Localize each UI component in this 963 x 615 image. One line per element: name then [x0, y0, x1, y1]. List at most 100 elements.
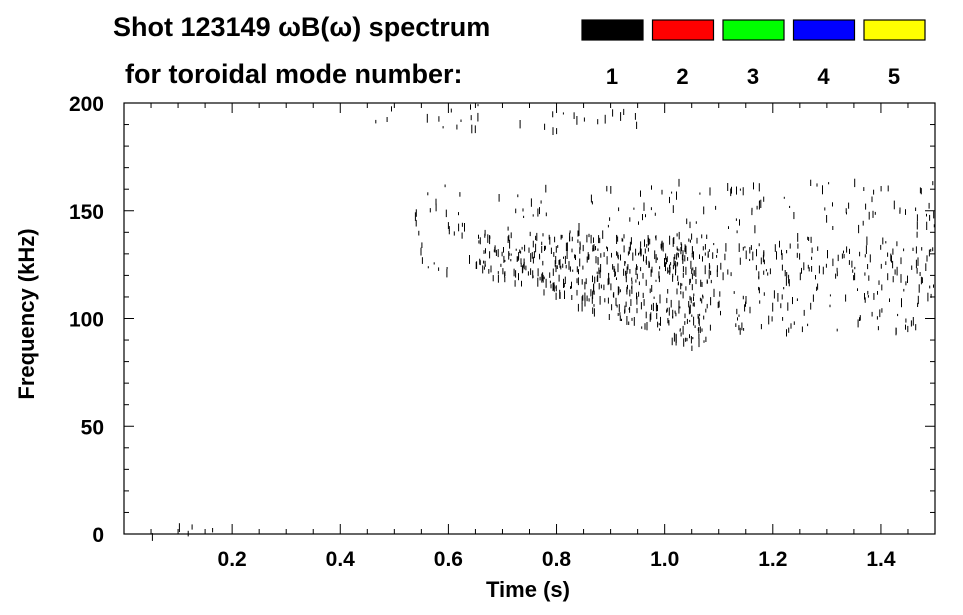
spectrum-mark: [490, 265, 492, 273]
spectrum-mark: [624, 305, 626, 313]
spectrum-mark: [542, 260, 544, 266]
x-tick-label: 1.0: [650, 548, 679, 571]
spectrum-mark: [479, 237, 481, 245]
spectrum-mark: [933, 284, 934, 288]
spectrum-mark: [880, 186, 882, 192]
spectrum-mark: [617, 236, 619, 242]
spectrum-mark: [896, 266, 898, 276]
spectrum-mark: [673, 332, 675, 342]
spectrum-mark: [583, 117, 585, 122]
spectrum-mark: [504, 259, 506, 262]
spectrum-mark: [520, 258, 522, 264]
spectrum-mark: [681, 243, 683, 252]
spectrum-mark: [773, 290, 775, 299]
spectrum-mark: [566, 250, 568, 259]
spectrum-mark: [915, 246, 917, 254]
spectrum-mark: [636, 264, 637, 270]
spectrum-mark: [541, 246, 543, 253]
spectrum-mark: [656, 257, 658, 261]
x-tick-label: 0.2: [218, 548, 247, 571]
spectrum-mark: [677, 248, 679, 251]
spectrum-mark: [921, 247, 923, 251]
spectrum-mark: [530, 253, 532, 262]
spectrum-mark: [756, 249, 757, 257]
spectrum-mark: [674, 262, 676, 266]
x-tick-label: 1.2: [758, 548, 787, 571]
spectrum-mark: [929, 214, 931, 221]
spectrum-mark: [654, 212, 656, 216]
spectrum-mark: [808, 267, 810, 272]
spectrum-mark: [868, 211, 870, 220]
spectrum-mark: [689, 221, 691, 229]
spectrum-mark: [679, 328, 681, 331]
spectrum-mark: [616, 235, 618, 244]
spectrum-mark: [863, 187, 865, 191]
spectrum-mark: [693, 293, 695, 297]
spectrum-mark: [625, 273, 627, 279]
spectrum-mark: [555, 246, 557, 253]
spectrum-mark: [857, 319, 859, 328]
spectrum-mark: [493, 249, 495, 253]
spectrum-mark: [852, 269, 854, 273]
spectrum-mark: [827, 250, 828, 259]
spectrum-mark: [610, 283, 612, 291]
spectrum-mark: [682, 258, 684, 262]
spectrum-mark: [703, 315, 705, 320]
spectrum-mark: [666, 297, 668, 304]
spectrum-mark: [688, 301, 690, 308]
spectrum-mark: [566, 242, 568, 251]
spectrum-mark: [151, 533, 153, 541]
spectrum-mark: [789, 205, 791, 208]
spectrum-mark: [638, 221, 639, 225]
spectrum-mark: [733, 291, 735, 294]
spectrum-mark: [801, 326, 803, 333]
spectrum-mark: [871, 196, 873, 203]
spectrum-mark: [627, 264, 629, 270]
spectrum-mark: [684, 313, 686, 319]
spectrum-mark: [563, 256, 564, 259]
spectrum-mark: [783, 196, 785, 199]
spectrum-mark: [837, 254, 839, 262]
spectrum-mark: [679, 306, 681, 309]
spectrum-mark: [559, 292, 561, 299]
spectrum-mark: [446, 267, 448, 270]
spectrum-mark: [529, 231, 531, 237]
spectrum-mark: [588, 298, 590, 302]
spectrum-mark: [507, 236, 509, 243]
spectrum-mark: [876, 316, 878, 320]
spectrum-mark: [539, 207, 540, 215]
legend-swatch: [722, 19, 785, 41]
y-tick-label: 100: [69, 309, 104, 332]
spectrum-mark: [483, 250, 485, 254]
spectrum-mark: [629, 217, 631, 222]
spectrum-mark: [668, 270, 670, 273]
spectrum-mark: [682, 266, 684, 272]
spectrum-mark: [593, 244, 595, 252]
spectrum-mark: [767, 272, 769, 276]
spectrum-mark: [745, 301, 746, 307]
spectrum-mark: [607, 224, 609, 228]
spectrum-mark: [525, 265, 527, 271]
spectrum-mark: [554, 236, 556, 243]
spectrum-mark: [705, 308, 707, 313]
spectrum-mark: [788, 327, 790, 333]
spectrum-mark: [544, 245, 545, 251]
spectrum-mark: [624, 261, 626, 266]
spectrum-mark: [638, 291, 640, 297]
spectrum-mark: [643, 202, 645, 211]
spectrum-mark: [792, 297, 793, 305]
spectrum-mark: [638, 281, 640, 286]
spectrum-mark: [894, 269, 896, 275]
spectrum-mark: [672, 316, 674, 319]
spectrum-mark: [684, 255, 686, 262]
spectrum-mark: [558, 260, 560, 265]
spectrum-mark: [890, 253, 892, 262]
spectrum-mark: [818, 265, 820, 274]
spectrum-mark: [469, 255, 470, 264]
spectrum-mark: [717, 301, 719, 309]
spectrum-mark: [933, 211, 935, 219]
spectrum-mark: [758, 201, 760, 210]
spectrum-mark: [596, 271, 598, 274]
spectrum-mark: [581, 279, 583, 285]
spectrum-mark: [510, 253, 512, 256]
